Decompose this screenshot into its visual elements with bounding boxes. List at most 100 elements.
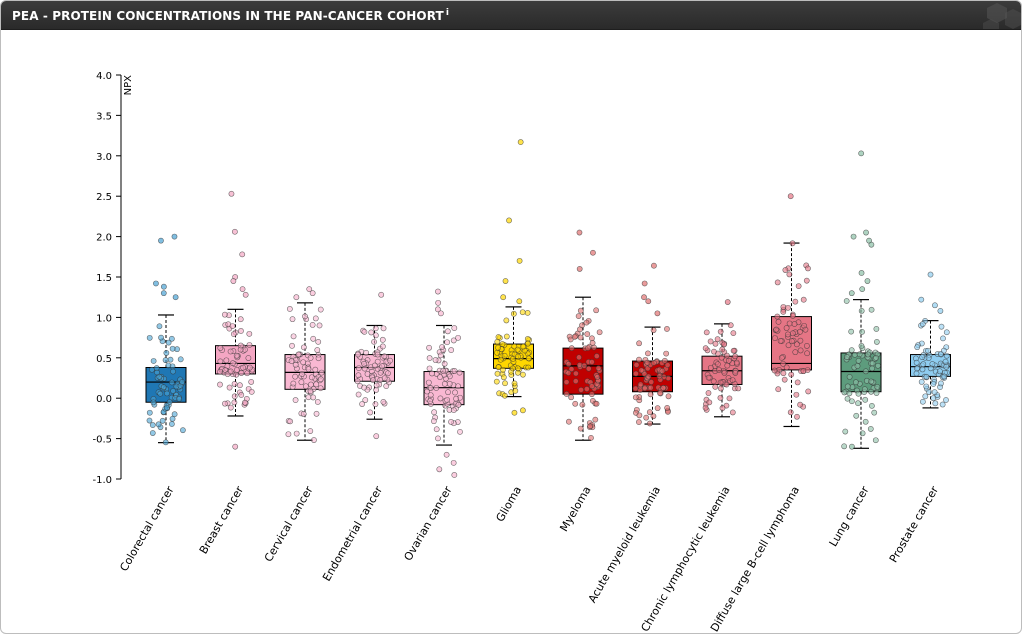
category-label: Cervical cancer xyxy=(262,484,316,565)
data-point xyxy=(664,362,671,368)
data-point xyxy=(217,368,223,375)
data-point xyxy=(868,388,874,395)
data-point xyxy=(855,357,862,364)
data-point xyxy=(316,322,323,329)
data-point xyxy=(805,388,812,395)
data-point xyxy=(841,389,848,396)
data-point xyxy=(495,364,502,371)
data-point xyxy=(872,437,879,444)
data-point xyxy=(844,395,851,402)
corner-hexagon-icon xyxy=(983,3,1021,29)
data-point xyxy=(427,392,434,399)
data-point xyxy=(664,404,671,411)
data-point xyxy=(302,313,308,320)
data-point xyxy=(585,365,592,372)
data-point xyxy=(657,390,663,397)
data-point xyxy=(515,353,521,360)
info-icon[interactable]: i xyxy=(445,8,449,18)
data-point xyxy=(632,394,639,401)
data-point xyxy=(563,391,570,397)
data-point xyxy=(149,422,156,428)
outlier-point xyxy=(724,299,731,305)
data-point xyxy=(524,309,531,316)
data-point xyxy=(636,340,642,347)
outlier-point xyxy=(160,283,167,290)
data-point xyxy=(914,365,920,372)
data-point xyxy=(859,328,865,335)
data-point xyxy=(377,377,384,383)
data-point xyxy=(643,414,650,421)
y-tick-label: 3.0 xyxy=(96,152,112,163)
data-point xyxy=(919,398,926,405)
data-point xyxy=(234,367,240,373)
data-point xyxy=(785,331,791,338)
data-point xyxy=(789,312,796,319)
category-label: Lung cancer xyxy=(827,484,872,549)
outlier-point xyxy=(864,278,871,284)
outlier-point xyxy=(576,266,583,272)
data-point xyxy=(367,409,374,416)
data-point xyxy=(308,381,314,388)
y-tick-label: 3.5 xyxy=(96,111,112,122)
outlier-point xyxy=(932,302,938,309)
data-point xyxy=(788,338,795,345)
data-point xyxy=(289,316,296,323)
data-point xyxy=(500,374,507,381)
data-point xyxy=(165,362,172,369)
data-point xyxy=(227,404,234,411)
data-point xyxy=(632,385,639,392)
data-point xyxy=(861,386,868,393)
data-point xyxy=(589,335,595,342)
data-point xyxy=(593,400,600,407)
data-point xyxy=(717,379,724,386)
data-point xyxy=(310,394,317,401)
data-point xyxy=(930,395,937,402)
category-label: Prostate cancer xyxy=(887,484,941,565)
y-tick-label: 0.5 xyxy=(96,354,112,365)
data-point xyxy=(307,355,314,361)
data-point xyxy=(873,354,879,361)
data-point xyxy=(856,351,863,358)
data-point xyxy=(710,378,717,385)
data-point xyxy=(354,378,361,385)
data-point xyxy=(645,373,652,380)
box-group xyxy=(562,229,604,441)
data-point xyxy=(371,338,377,345)
data-point xyxy=(647,384,654,391)
data-point xyxy=(914,344,921,351)
data-point xyxy=(723,381,730,388)
data-point xyxy=(503,317,510,324)
data-point xyxy=(444,397,451,403)
outlier-point xyxy=(927,271,934,278)
data-point xyxy=(372,401,379,408)
data-point xyxy=(158,334,164,341)
data-point xyxy=(430,418,437,425)
data-point xyxy=(307,388,314,395)
data-point xyxy=(231,399,238,406)
data-point xyxy=(309,321,316,328)
outlier-point xyxy=(937,308,944,314)
data-point xyxy=(646,420,653,427)
data-point xyxy=(729,377,736,384)
data-point xyxy=(659,368,666,374)
data-point xyxy=(300,359,307,366)
data-point xyxy=(455,401,462,408)
data-point xyxy=(568,366,575,373)
data-point xyxy=(305,366,312,373)
data-point xyxy=(730,330,737,337)
data-point xyxy=(502,380,508,387)
data-point xyxy=(237,346,244,353)
data-point xyxy=(426,355,433,361)
data-point xyxy=(451,325,458,331)
data-point xyxy=(317,385,324,392)
data-point xyxy=(913,370,920,377)
data-point xyxy=(711,348,717,355)
data-point xyxy=(588,391,595,398)
data-point xyxy=(435,435,441,442)
data-point xyxy=(716,367,722,373)
data-point xyxy=(427,398,434,404)
data-point xyxy=(307,428,314,434)
outlier-point xyxy=(160,290,167,297)
data-point xyxy=(380,398,387,405)
data-point xyxy=(873,326,880,332)
